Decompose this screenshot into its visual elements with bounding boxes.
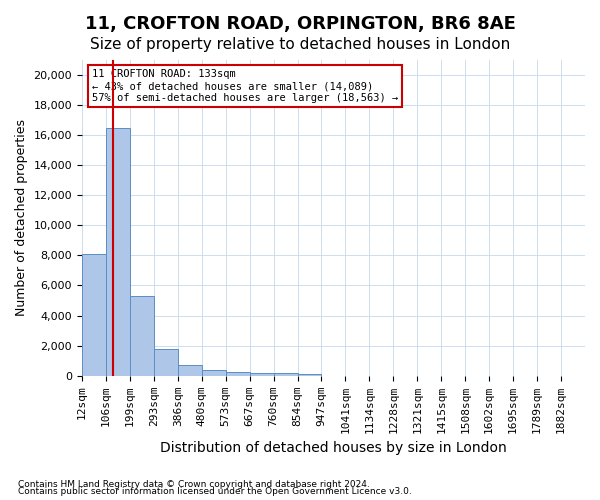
Text: Contains public sector information licensed under the Open Government Licence v3: Contains public sector information licen…	[18, 487, 412, 496]
Text: 11, CROFTON ROAD, ORPINGTON, BR6 8AE: 11, CROFTON ROAD, ORPINGTON, BR6 8AE	[85, 15, 515, 33]
Bar	[154, 350, 178, 376]
Bar	[202, 370, 226, 376]
Text: Contains HM Land Registry data © Crown copyright and database right 2024.: Contains HM Land Registry data © Crown c…	[18, 480, 370, 489]
Bar	[82, 254, 106, 376]
Bar	[106, 128, 130, 376]
Bar	[178, 365, 202, 376]
Bar	[298, 374, 322, 376]
Bar	[226, 372, 250, 376]
Bar	[250, 373, 274, 376]
Text: Size of property relative to detached houses in London: Size of property relative to detached ho…	[90, 38, 510, 52]
Bar	[130, 296, 154, 376]
Text: 11 CROFTON ROAD: 133sqm
← 43% of detached houses are smaller (14,089)
57% of sem: 11 CROFTON ROAD: 133sqm ← 43% of detache…	[92, 70, 398, 102]
Y-axis label: Number of detached properties: Number of detached properties	[15, 120, 28, 316]
X-axis label: Distribution of detached houses by size in London: Distribution of detached houses by size …	[160, 441, 507, 455]
Bar	[274, 374, 298, 376]
